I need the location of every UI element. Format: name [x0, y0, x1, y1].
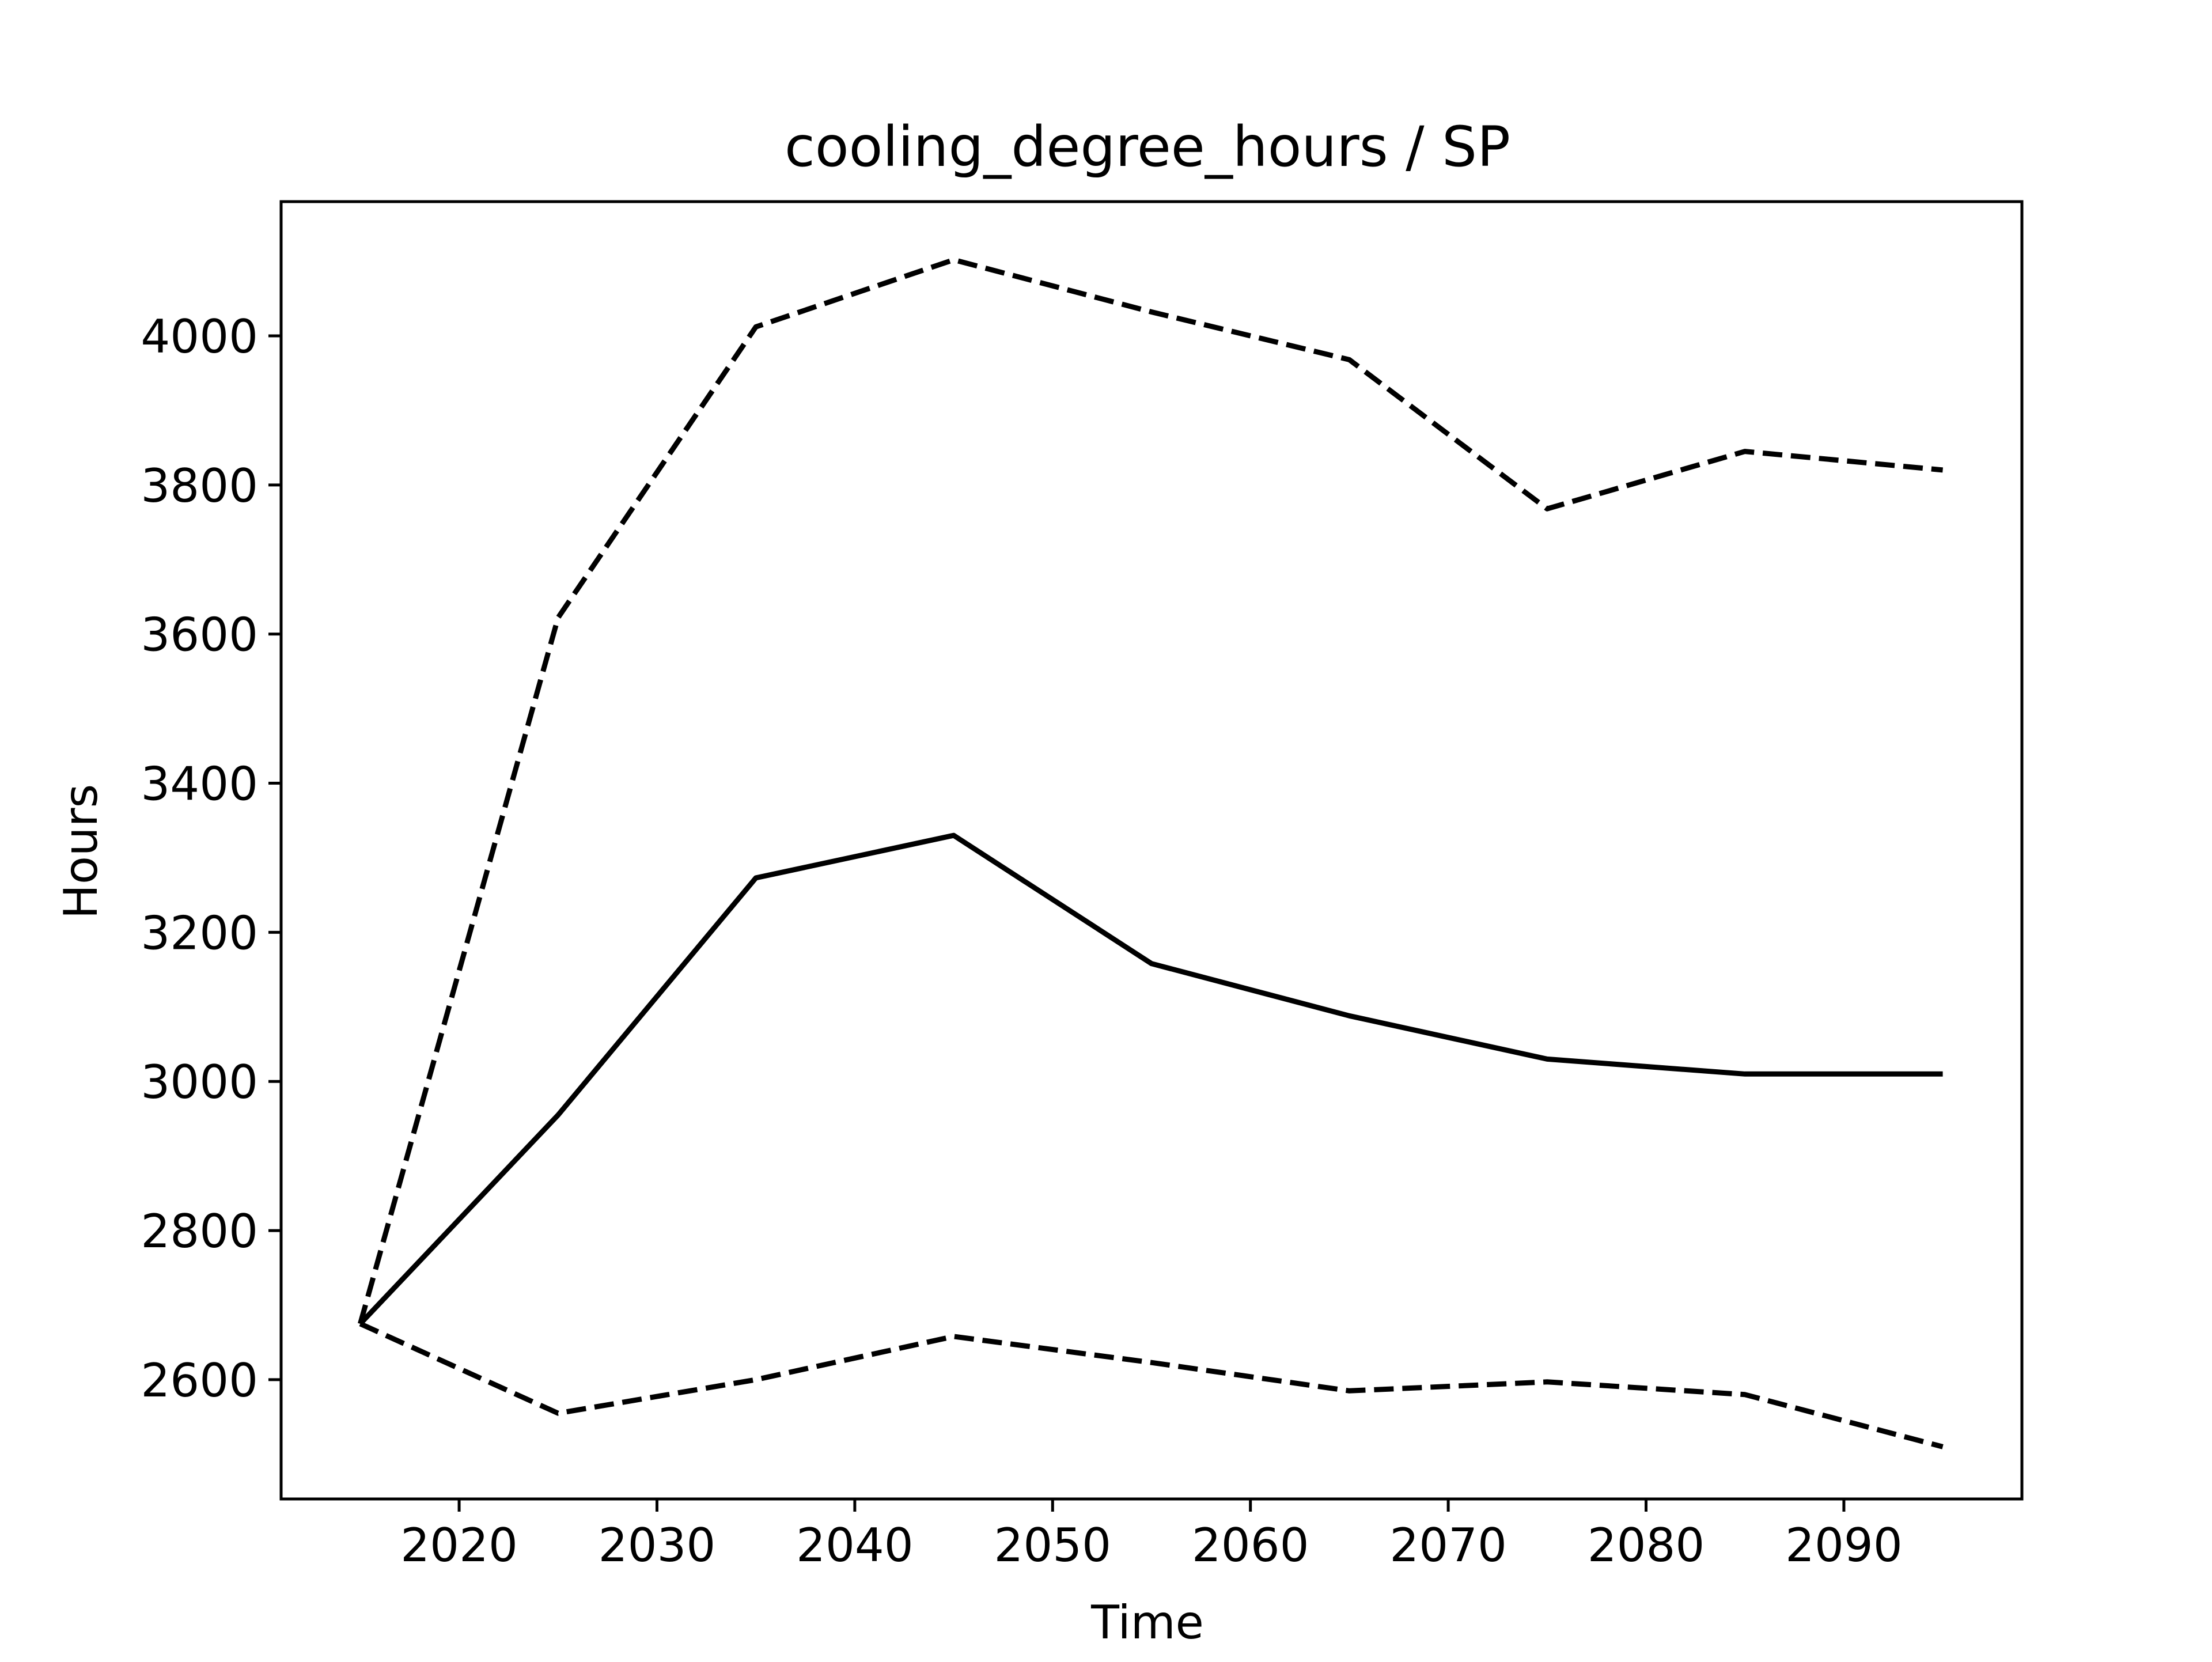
x-tick-label-2090: 2090: [1785, 1519, 1903, 1572]
chart-title: cooling_degree_hours / SP: [785, 115, 1510, 179]
y-tick-label-4000: 4000: [141, 310, 258, 364]
plot-area: 2020 2030 2040 2050 2060 2070 2080 2090 2600 2800…: [141, 200, 2024, 1572]
x-tick-label-2020: 2020: [400, 1519, 518, 1572]
y-tick-label-3000: 3000: [141, 1055, 258, 1109]
x-axis-label: Time: [1090, 1596, 1204, 1649]
x-tick-label-2050: 2050: [994, 1519, 1111, 1572]
series-line-1: [358, 832, 1943, 1326]
y-tick-label-3400: 3400: [141, 758, 258, 811]
plot-frame: [279, 200, 2024, 1501]
y-tick-label-3800: 3800: [141, 459, 258, 513]
y-tick-label-2600: 2600: [141, 1354, 258, 1407]
series-line-3: [359, 1321, 1944, 1449]
x-tick-label-2080: 2080: [1588, 1519, 1705, 1572]
x-tick-label-2030: 2030: [599, 1519, 716, 1572]
y-tick-label-3200: 3200: [141, 906, 258, 960]
x-tick-label-2070: 2070: [1389, 1519, 1507, 1572]
series-line-2: [358, 257, 1944, 1325]
x-tick-label-2060: 2060: [1192, 1519, 1309, 1572]
x-tick-label-2040: 2040: [796, 1519, 914, 1572]
y-axis-label: Hours: [54, 784, 108, 919]
y-tick-label-3600: 3600: [141, 608, 258, 662]
y-tick-label-2800: 2800: [141, 1205, 258, 1258]
